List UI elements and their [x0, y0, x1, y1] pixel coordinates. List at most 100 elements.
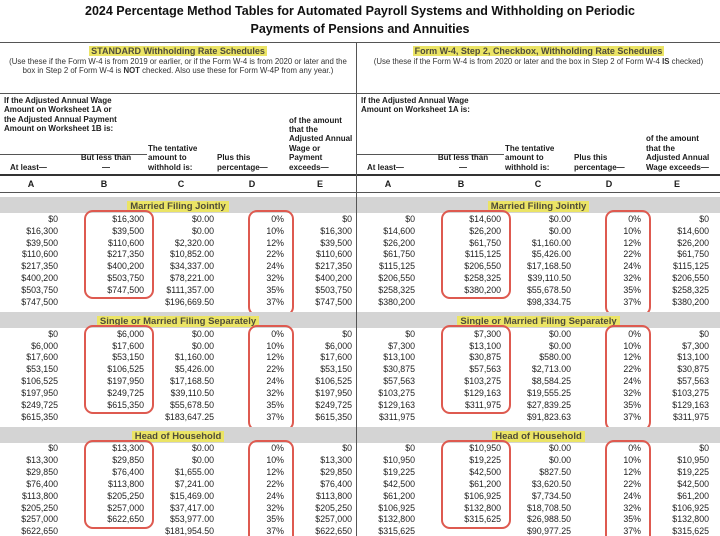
cell-percentage: 10% [266, 340, 284, 351]
column-letter-a: A [384, 179, 392, 189]
table-row: $129,163 $311,975 $27,839.25 35% $129,163 [357, 399, 720, 411]
cell-exceeds-amount: $115,125 [672, 261, 709, 272]
cell-at-least: $7,300 [388, 340, 415, 351]
cell-at-least: $13,100 [383, 352, 415, 363]
cell-exceeds-amount: $380,200 [672, 296, 709, 307]
cell-but-less-than: $132,800 [464, 502, 501, 513]
cell-exceeds-amount: $311,975 [672, 411, 709, 422]
col-header-but-less-than: But less than— [437, 153, 489, 172]
cell-at-least: $17,600 [26, 352, 58, 363]
cell-but-less-than: $103,275 [464, 376, 501, 387]
section-title: Single or Married Filing Separately [457, 315, 620, 327]
table-row: $16,300 $39,500 $0.00 10% $16,300 [0, 225, 356, 237]
cell-tentative-amount: $7,734.50 [531, 490, 571, 501]
cell-tentative-amount: $7,241.00 [174, 478, 214, 489]
section-band: Married Filing Jointly [357, 197, 720, 213]
cell-tentative-amount: $1,160.00 [174, 352, 214, 363]
cell-exceeds-amount: $7,300 [682, 340, 709, 351]
checkbox-schedule-note: (Use these if the Form W-4 is from 2020 … [362, 57, 715, 66]
cell-at-least: $257,000 [21, 514, 58, 525]
cell-exceeds-amount: $17,600 [320, 352, 352, 363]
page-title-line1: 2024 Percentage Method Tables for Automa… [85, 4, 635, 18]
cell-at-least: $615,350 [21, 411, 58, 422]
cell-tentative-amount: $55,678.50 [169, 399, 214, 410]
table-row: $400,200 $503,750 $78,221.00 32% $400,200 [0, 272, 356, 284]
cell-but-less-than: $129,163 [464, 387, 501, 398]
cell-percentage: 37% [266, 526, 284, 536]
cell-but-less-than: $61,200 [469, 478, 501, 489]
table-row: $0 $14,600 $0.00 0% $0 [357, 213, 720, 225]
column-letter-a: A [27, 179, 35, 189]
standard-schedule-panel: STANDARD Withholding Rate Schedules (Use… [0, 43, 356, 536]
cell-but-less-than: $10,950 [469, 443, 501, 454]
cell-at-least: $61,750 [383, 249, 415, 260]
cell-at-least: $113,800 [21, 490, 58, 501]
cell-tentative-amount: $15,469.00 [169, 490, 214, 501]
cell-tentative-amount: $8,584.25 [531, 376, 571, 387]
section-band: Single or Married Filing Separately [357, 311, 720, 328]
col-header-at-least: At least— [10, 162, 47, 172]
table-row: $42,500 $61,200 $3,620.50 22% $42,500 [357, 478, 720, 490]
table-row: $615,350 $183,647.25 37% $615,350 [0, 411, 356, 423]
cell-exceeds-amount: $622,650 [315, 526, 352, 536]
table-row: $622,650 $181,954.50 37% $622,650 [0, 525, 356, 536]
standard-schedule-title-highlight: STANDARD Withholding Rate Schedules [89, 46, 267, 56]
cell-tentative-amount: $55,678.50 [526, 284, 571, 295]
column-letter-c: C [534, 179, 542, 189]
cell-percentage: 0% [628, 443, 641, 454]
filing-status-section: Single or Married Filing Separately $0 $6,… [0, 311, 356, 431]
cell-exceeds-amount: $503,750 [315, 284, 352, 295]
cell-exceeds-amount: $61,750 [677, 249, 709, 260]
cell-but-less-than: $26,200 [469, 225, 501, 236]
cell-but-less-than: $615,350 [107, 399, 144, 410]
page-title: 2024 Percentage Method Tables for Automa… [40, 3, 680, 38]
table-row: $197,950 $249,725 $39,110.50 32% $197,950 [0, 387, 356, 399]
cell-at-least: $14,600 [383, 225, 415, 236]
cell-at-least: $106,925 [378, 502, 415, 513]
cell-tentative-amount: $18,708.50 [526, 502, 571, 513]
column-letters-row: A B C D E [0, 174, 356, 193]
table-row: $17,600 $53,150 $1,160.00 12% $17,600 [0, 351, 356, 363]
cell-percentage: 24% [266, 376, 284, 387]
table-row: $106,925 $132,800 $18,708.50 32% $106,925 [357, 502, 720, 514]
cell-but-less-than: $53,150 [112, 352, 144, 363]
cell-tentative-amount: $10,852.00 [169, 249, 214, 260]
cell-exceeds-amount: $53,150 [320, 364, 352, 375]
cell-but-less-than: $14,600 [469, 213, 501, 224]
cell-exceeds-amount: $249,725 [315, 399, 352, 410]
cell-exceeds-amount: $16,300 [320, 225, 352, 236]
cell-percentage: 32% [623, 273, 641, 284]
wage-condition-label: If the Adjusted Annual Wage Amount on Wo… [361, 96, 470, 115]
cell-but-less-than: $42,500 [469, 467, 501, 478]
cell-tentative-amount: $19,555.25 [526, 387, 571, 398]
cell-percentage: 22% [623, 364, 641, 375]
checkbox-schedule-sections: Married Filing Jointly $0 $14,600 $0.00 0% $0… [357, 197, 720, 536]
cell-percentage: 10% [266, 455, 284, 466]
cell-at-least: $30,875 [383, 364, 415, 375]
cell-exceeds-amount: $26,200 [677, 237, 709, 248]
cell-tentative-amount: $827.50 [539, 467, 571, 478]
cell-exceeds-amount: $615,350 [315, 411, 352, 422]
cell-tentative-amount: $181,954.50 [165, 526, 214, 536]
cell-at-least: $19,225 [383, 467, 415, 478]
cell-percentage: 0% [628, 213, 641, 224]
header-divider-rule [0, 154, 147, 155]
cell-tentative-amount: $39,110.50 [170, 387, 214, 398]
column-header-block: If the Adjusted Annual Wage Amount on Wo… [0, 93, 356, 174]
cell-tentative-amount: $196,669.50 [165, 296, 214, 307]
cell-at-least: $503,750 [21, 284, 58, 295]
cell-percentage: 0% [271, 443, 284, 454]
cell-exceeds-amount: $400,200 [315, 273, 352, 284]
cell-at-least: $311,975 [378, 411, 415, 422]
table-row: $103,275 $129,163 $19,555.25 32% $103,275 [357, 387, 720, 399]
table-row: $0 $13,300 $0.00 0% $0 [0, 443, 356, 455]
cell-at-least: $747,500 [21, 296, 58, 307]
table-row: $115,125 $206,550 $17,168.50 24% $115,125 [357, 260, 720, 272]
column-letter-d: D [248, 179, 256, 189]
cell-percentage: 24% [266, 490, 284, 501]
section-title: Single or Married Filing Separately [96, 315, 260, 327]
col-header-amount-exceeds: of the amount that the Adjusted Annual W… [289, 115, 353, 172]
cell-tentative-amount: $5,426.00 [174, 364, 214, 375]
cell-percentage: 35% [266, 514, 284, 525]
section-title: Head of Household [131, 430, 225, 442]
